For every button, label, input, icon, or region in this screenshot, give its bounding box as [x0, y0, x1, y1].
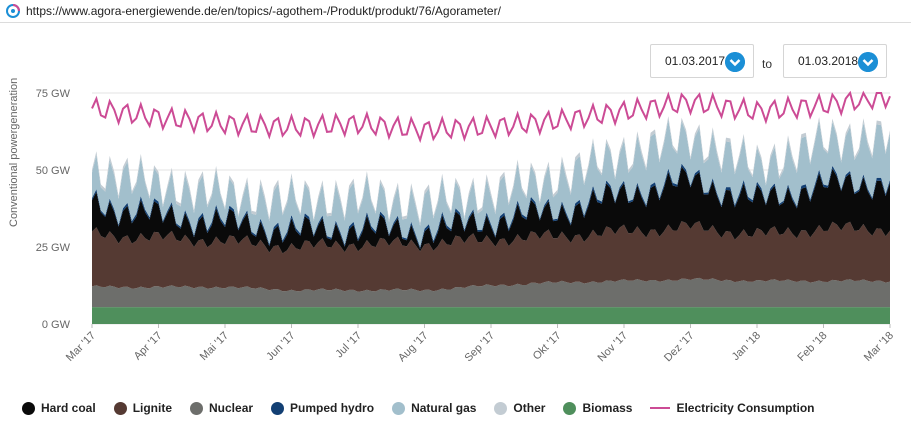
x-tick-label: Mar '18 [862, 330, 896, 364]
x-tick-label: Mar '17 [64, 330, 98, 364]
legend-swatch [392, 401, 406, 415]
legend-swatch [650, 407, 671, 409]
x-tick-label: Mai '17 [198, 330, 231, 363]
legend-swatch [113, 401, 127, 415]
y-tick-label: 25 GW [36, 242, 71, 254]
legend-item[interactable]: Electricity Consumption [650, 401, 815, 415]
url-text: https://www.agora-energiewende.de/en/top… [26, 4, 501, 18]
legend-item[interactable]: Lignite [113, 401, 173, 415]
x-tick-label: Dez '17 [662, 330, 697, 365]
area-natural-gas [92, 119, 890, 247]
chevron-down-icon[interactable] [858, 52, 878, 72]
x-tick-label: Nov '17 [596, 330, 631, 365]
chevron-down-icon[interactable] [725, 52, 745, 72]
x-tick-label: Jan '18 [730, 330, 763, 363]
date-from-picker[interactable]: 01.03.2017 [650, 44, 754, 78]
x-tick-label: Sep '17 [462, 330, 497, 365]
legend-swatch [190, 401, 204, 415]
y-tick-label: 50 GW [36, 165, 71, 177]
y-tick-label: 75 GW [36, 88, 71, 100]
line-electricity-consumption [91, 90, 891, 144]
address-bar[interactable]: https://www.agora-energiewende.de/en/top… [0, 0, 911, 23]
legend-label: Nuclear [209, 401, 254, 415]
x-tick-label: Okt '17 [531, 330, 564, 363]
stacked-area-chart: 0 GW 25 GW 50 GW 75 GW Mar '17 Apr '17 Mai '17… [36, 88, 896, 365]
to-label: to [762, 57, 773, 71]
legend-item[interactable]: Pumped hydro [271, 401, 374, 415]
x-tick-label: Feb '18 [795, 330, 829, 364]
legend-swatch [563, 401, 577, 415]
legend-label: Other [513, 401, 546, 415]
area-hard-coal [92, 166, 890, 254]
legend-swatch [494, 401, 508, 415]
legend-label: Lignite [132, 401, 173, 415]
legend-item[interactable]: Hard coal [22, 401, 96, 415]
legend-item[interactable]: Other [494, 401, 545, 415]
date-from-value: 01.03.2017 [665, 54, 726, 68]
legend-swatch [271, 401, 285, 415]
x-tick-label: Jul '17 [333, 330, 364, 361]
legend-label: Natural gas [411, 401, 477, 415]
date-to-value: 01.03.2018 [798, 54, 859, 68]
legend-swatch [22, 401, 35, 415]
legend-label: Hard coal [41, 401, 96, 415]
legend-label: Electricity Consumption [676, 401, 815, 415]
legend-item[interactable]: Nuclear [190, 401, 253, 415]
date-to-picker[interactable]: 01.03.2018 [783, 44, 887, 78]
x-tick-label: Apr '17 [132, 330, 165, 363]
x-tick-label: Aug '17 [396, 330, 431, 365]
area-nuclear [92, 277, 890, 308]
area-lignite [92, 221, 890, 292]
x-tick-label: Jun '17 [264, 330, 297, 363]
legend-label: Biomass [582, 401, 633, 415]
legend-label: Pumped hydro [290, 401, 375, 415]
chart-legend: Hard coal Lignite Nuclear Pumped hydro Natur… [22, 401, 833, 415]
legend-item[interactable]: Natural gas [392, 401, 476, 415]
y-tick-label: 0 GW [42, 319, 71, 331]
agora-logo-icon [6, 4, 20, 18]
area-biomass [92, 307, 890, 324]
legend-item[interactable]: Biomass [563, 401, 632, 415]
